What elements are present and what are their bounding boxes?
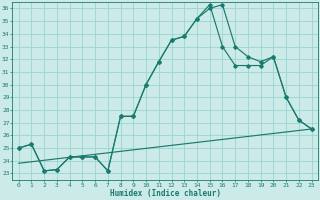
- X-axis label: Humidex (Indice chaleur): Humidex (Indice chaleur): [110, 189, 220, 198]
